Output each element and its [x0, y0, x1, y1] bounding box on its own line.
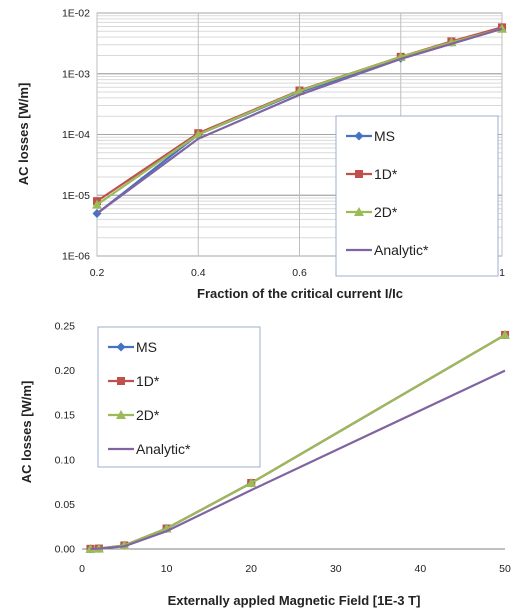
- legend-marker: [355, 170, 363, 178]
- x-tick-label: 40: [415, 563, 427, 575]
- x-tick-label: 50: [499, 563, 511, 575]
- data-point-2d: [246, 477, 257, 487]
- legend-label: 1D*: [136, 373, 160, 389]
- legend-label: MS: [374, 128, 395, 144]
- legend-label: 2D*: [374, 204, 398, 220]
- y-tick-label: 0.20: [55, 365, 76, 377]
- x-tick-label: 0.4: [191, 267, 206, 279]
- y-tick-label: 1E-06: [62, 251, 90, 263]
- series-line-analytic: [96, 27, 503, 215]
- data-point-2d: [294, 86, 305, 96]
- legend-label: MS: [136, 339, 157, 355]
- legend-marker: [117, 377, 125, 385]
- x-tick-label: 10: [161, 563, 173, 575]
- y-tick-label: 1E-03: [62, 68, 90, 80]
- x-tick-label: 1: [499, 267, 505, 279]
- legend-marker: [354, 131, 364, 141]
- y-tick-label: 0.25: [55, 321, 76, 333]
- chart-bottom-legend: MS 1D* 2D* Analytic*: [97, 326, 261, 468]
- y-tick-label: 0.05: [55, 499, 76, 511]
- chart-top-legend: MS 1D* 2D* Analytic*: [335, 115, 499, 277]
- ac-losses-vs-field-chart: 0.00 0.05 0.10 0.15 0.20 0.25 0 10 20 30 40 50 AC l…: [19, 321, 511, 609]
- legend-marker: [116, 410, 126, 419]
- legend-marker: [116, 342, 126, 352]
- data-point-2d: [92, 199, 102, 209]
- legend-label: 1D*: [374, 166, 398, 182]
- y-tick-label: 0.00: [55, 544, 76, 556]
- legend-label: 2D*: [136, 407, 160, 423]
- y-tick-label: 1E-05: [62, 190, 90, 202]
- y-tick-label: 1E-04: [62, 129, 90, 141]
- chart-bottom-x-axis-title: Externally appled Magnetic Field [1E-3 T…: [168, 593, 421, 608]
- x-tick-label: 30: [330, 563, 342, 575]
- legend-label: Analytic*: [136, 441, 191, 457]
- y-tick-label: 1E-02: [62, 8, 90, 20]
- y-tick-label: 0.15: [55, 410, 76, 422]
- series-line-2d: [96, 27, 503, 206]
- legend-box: [97, 326, 261, 468]
- x-tick-label: 0: [79, 563, 85, 575]
- chart-top-y-axis-title: AC losses [W/m]: [16, 83, 31, 186]
- series-line-analytic: [90, 369, 506, 550]
- chart-bottom-y-axis-title: AC losses [W/m]: [19, 381, 34, 484]
- legend-label: Analytic*: [374, 242, 429, 258]
- x-tick-label: 20: [245, 563, 257, 575]
- x-tick-label: 0.2: [90, 267, 105, 279]
- chart-top-x-axis-title: Fraction of the critical current I/Ic: [197, 286, 403, 301]
- data-point-2d: [500, 329, 510, 339]
- y-tick-label: 0.10: [55, 454, 76, 466]
- data-point-2d: [193, 129, 204, 139]
- x-tick-label: 0.6: [292, 267, 307, 279]
- legend-marker: [354, 207, 364, 216]
